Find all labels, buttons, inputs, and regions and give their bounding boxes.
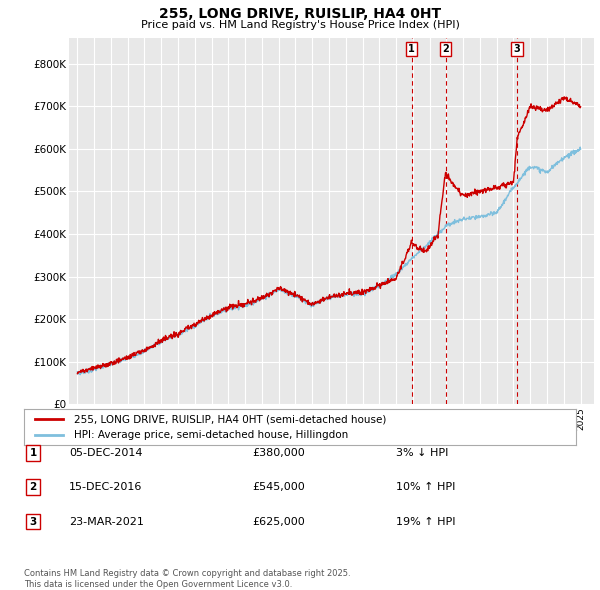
Text: 3: 3 xyxy=(29,517,37,526)
Text: £625,000: £625,000 xyxy=(252,517,305,526)
Text: 1: 1 xyxy=(408,44,415,54)
Text: 10% ↑ HPI: 10% ↑ HPI xyxy=(396,483,455,492)
Text: 1: 1 xyxy=(29,448,37,458)
Text: HPI: Average price, semi-detached house, Hillingdon: HPI: Average price, semi-detached house,… xyxy=(74,430,348,440)
Text: 2: 2 xyxy=(442,44,449,54)
Text: £380,000: £380,000 xyxy=(252,448,305,458)
Text: Price paid vs. HM Land Registry's House Price Index (HPI): Price paid vs. HM Land Registry's House … xyxy=(140,20,460,30)
Text: 23-MAR-2021: 23-MAR-2021 xyxy=(69,517,144,526)
Text: 05-DEC-2014: 05-DEC-2014 xyxy=(69,448,143,458)
Text: 3: 3 xyxy=(514,44,521,54)
Text: 255, LONG DRIVE, RUISLIP, HA4 0HT: 255, LONG DRIVE, RUISLIP, HA4 0HT xyxy=(159,7,441,21)
Text: 2: 2 xyxy=(29,483,37,492)
Text: Contains HM Land Registry data © Crown copyright and database right 2025.
This d: Contains HM Land Registry data © Crown c… xyxy=(24,569,350,589)
Text: 3% ↓ HPI: 3% ↓ HPI xyxy=(396,448,448,458)
Text: £545,000: £545,000 xyxy=(252,483,305,492)
Text: 19% ↑ HPI: 19% ↑ HPI xyxy=(396,517,455,526)
Text: 255, LONG DRIVE, RUISLIP, HA4 0HT (semi-detached house): 255, LONG DRIVE, RUISLIP, HA4 0HT (semi-… xyxy=(74,414,386,424)
Text: 15-DEC-2016: 15-DEC-2016 xyxy=(69,483,142,492)
